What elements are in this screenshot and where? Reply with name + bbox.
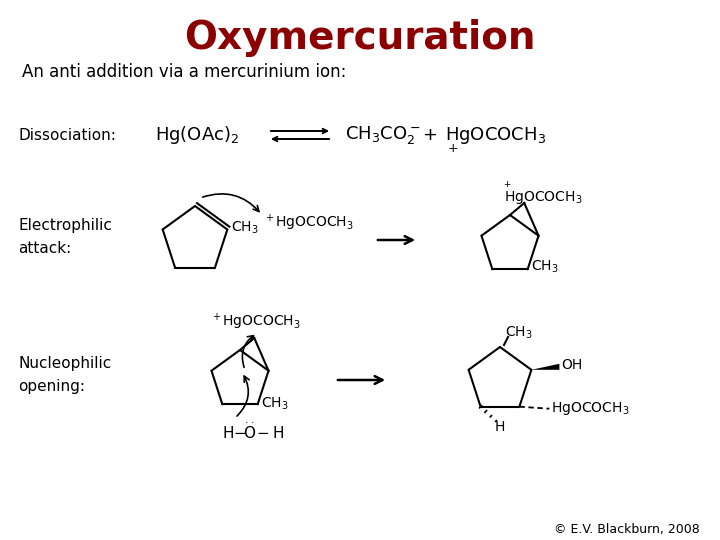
Text: CH$_3$: CH$_3$: [505, 325, 533, 341]
Text: +: +: [422, 126, 437, 144]
Text: OH: OH: [562, 358, 582, 372]
Text: © E.V. Blackburn, 2008: © E.V. Blackburn, 2008: [554, 523, 700, 537]
Text: $^+$: $^+$: [502, 180, 512, 193]
Text: HgOCOCH$_3$: HgOCOCH$_3$: [445, 125, 546, 145]
Text: $^+$HgOCOCH$_3$: $^+$HgOCOCH$_3$: [210, 312, 301, 332]
Text: CH$_3$: CH$_3$: [261, 396, 288, 413]
Text: CH$_3$CO$_2^-$: CH$_3$CO$_2^-$: [345, 124, 420, 146]
Text: +: +: [448, 143, 459, 156]
Text: Oxymercuration: Oxymercuration: [184, 19, 536, 57]
Text: An anti addition via a mercurinium ion:: An anti addition via a mercurinium ion:: [22, 63, 346, 81]
Text: CH$_3$: CH$_3$: [231, 219, 259, 235]
Text: Dissociation:: Dissociation:: [18, 127, 116, 143]
Text: HgOCOCH$_3$: HgOCOCH$_3$: [504, 188, 582, 206]
Text: Nucleophilic
opening:: Nucleophilic opening:: [18, 356, 112, 394]
Text: CH$_3$: CH$_3$: [531, 259, 558, 275]
Polygon shape: [531, 364, 559, 370]
Text: H$-\!\overset{..}{\rm O}\!-$H: H$-\!\overset{..}{\rm O}\!-$H: [222, 422, 284, 442]
Text: Electrophilic
attack:: Electrophilic attack:: [18, 218, 112, 255]
Text: Hg(OAc)$_2$: Hg(OAc)$_2$: [155, 124, 239, 146]
Text: $^+$HgOCOCH$_3$: $^+$HgOCOCH$_3$: [263, 213, 354, 233]
Text: H: H: [495, 420, 505, 434]
Text: HgOCOCH$_3$: HgOCOCH$_3$: [552, 400, 630, 417]
